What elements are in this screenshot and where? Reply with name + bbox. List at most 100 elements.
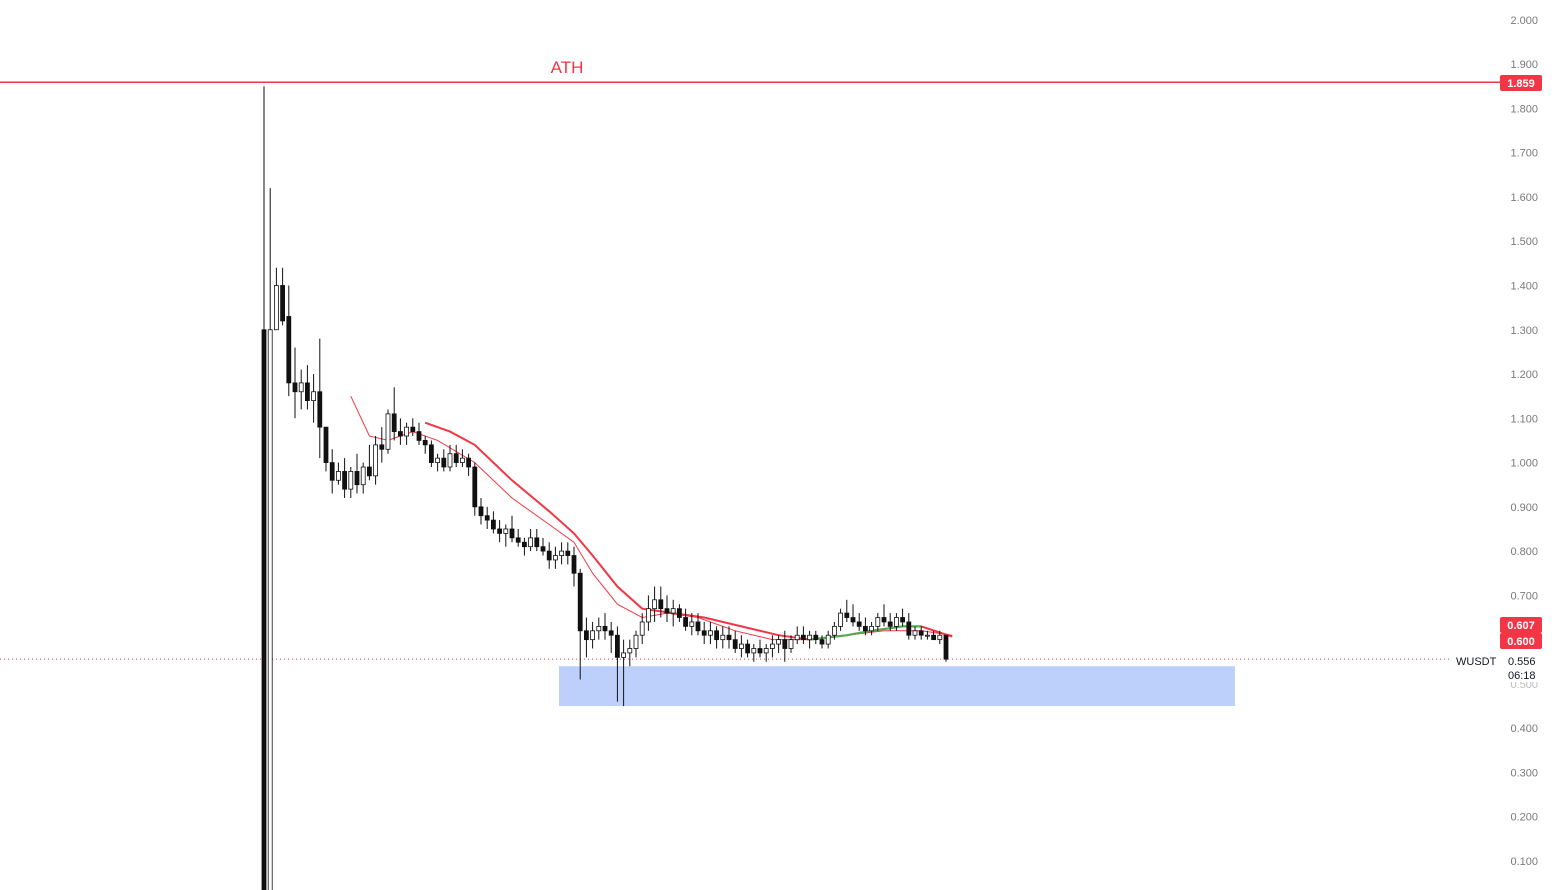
candle-body: [732, 639, 738, 649]
candle-body: [832, 625, 837, 636]
candle-body: [875, 617, 881, 627]
candle: [596, 617, 602, 640]
candle-body: [565, 550, 571, 556]
candle-body: [906, 621, 912, 636]
y-tick-label: 1.800: [1510, 103, 1538, 115]
candle: [472, 462, 478, 516]
candle-body: [701, 630, 707, 636]
candle-body: [850, 617, 856, 623]
candle-body: [280, 285, 286, 322]
ema-slow-badge-text: 0.600: [1507, 636, 1535, 648]
candle-body: [869, 625, 874, 632]
candle: [695, 613, 701, 636]
candle: [292, 347, 298, 419]
candle: [397, 418, 403, 445]
candle: [577, 568, 583, 680]
candle-body: [689, 621, 695, 627]
candle-body: [515, 537, 521, 543]
candle-body: [763, 648, 769, 654]
candle-body: [757, 648, 763, 654]
candle: [391, 387, 397, 441]
candle: [422, 436, 428, 454]
candle: [379, 427, 385, 463]
candle-body: [428, 444, 434, 463]
candle-body: [887, 621, 893, 627]
candle-body: [584, 630, 589, 641]
candle: [304, 365, 310, 410]
candle-body: [770, 643, 775, 649]
candle: [745, 639, 750, 658]
candle: [850, 604, 856, 627]
candle: [335, 462, 341, 485]
price-axis[interactable]: 0.100 0.200 0.300 0.400 0.600 0.700 0.800 0.900…: [1510, 15, 1538, 868]
candle: [410, 418, 416, 437]
candle: [565, 542, 571, 565]
candle: [311, 374, 317, 423]
candle: [546, 542, 552, 569]
candle-body: [813, 634, 819, 641]
candle: [608, 621, 614, 653]
candle-body: [739, 643, 744, 649]
support-zone-layer: [559, 666, 1235, 707]
candle-body: [298, 382, 304, 393]
ath-line-layer: ATH: [0, 58, 1500, 84]
candle: [937, 630, 943, 645]
candle-body: [397, 431, 403, 437]
candle: [490, 511, 496, 534]
candle-body: [459, 457, 465, 463]
candle: [534, 528, 540, 552]
candle-body: [615, 634, 620, 658]
y-tick-label: 1.900: [1510, 59, 1538, 71]
candle: [584, 617, 589, 658]
candle-body: [794, 634, 800, 641]
candle: [720, 626, 726, 649]
candle: [751, 644, 757, 662]
y-tick-label: 0.900: [1510, 502, 1538, 514]
candle-body: [627, 648, 633, 654]
candle: [503, 524, 509, 547]
candle-body: [466, 457, 472, 468]
candle: [875, 613, 881, 631]
candle: [931, 630, 936, 641]
candle: [267, 188, 273, 890]
y-tick-label: 1.300: [1510, 325, 1538, 337]
candle-body: [695, 621, 701, 632]
candle-body: [435, 457, 441, 463]
candle: [863, 617, 868, 636]
candle-body: [602, 625, 608, 632]
candle-body: [819, 639, 825, 645]
candle: [441, 449, 447, 472]
candle-body: [522, 541, 527, 548]
candle-body: [335, 471, 341, 481]
candle-body: [348, 471, 354, 490]
candle-body: [329, 462, 335, 481]
candle-body: [373, 444, 379, 477]
candle: [385, 409, 391, 454]
candle-body: [751, 648, 757, 654]
candle-body: [664, 608, 670, 614]
candle: [590, 621, 595, 649]
candle: [677, 604, 682, 622]
candles-layer: [261, 86, 949, 890]
candle: [280, 267, 286, 326]
candle-body: [273, 285, 279, 331]
candle: [261, 86, 267, 890]
candle: [646, 595, 651, 631]
candle: [794, 626, 800, 645]
candle: [627, 639, 633, 667]
candle-body: [658, 599, 664, 610]
candle-body: [937, 634, 943, 641]
candle-body: [404, 426, 410, 437]
candle: [553, 546, 558, 569]
candle-body: [546, 550, 552, 561]
candle-body: [646, 608, 651, 623]
y-tick-label: 1.700: [1510, 148, 1538, 160]
candle: [509, 515, 515, 543]
candle-body: [577, 572, 583, 632]
candle: [404, 422, 410, 445]
candle: [366, 444, 372, 481]
candle: [528, 528, 533, 552]
candle: [621, 639, 626, 707]
candle-body: [553, 555, 558, 561]
